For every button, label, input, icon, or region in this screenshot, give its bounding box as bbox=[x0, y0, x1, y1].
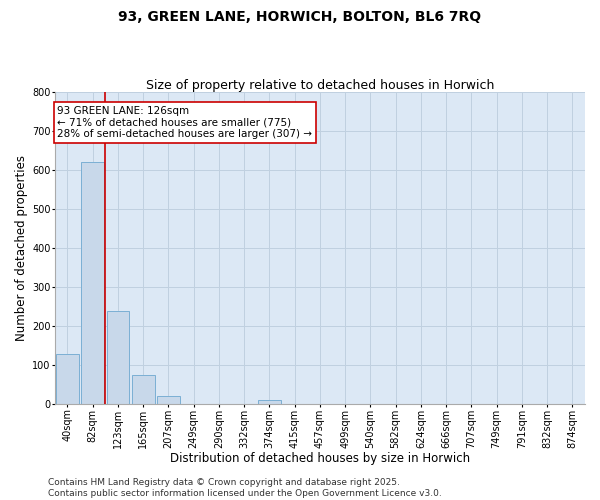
Bar bbox=[107, 310, 130, 404]
Text: 93 GREEN LANE: 126sqm
← 71% of detached houses are smaller (775)
28% of semi-det: 93 GREEN LANE: 126sqm ← 71% of detached … bbox=[58, 106, 313, 140]
Bar bbox=[82, 162, 104, 404]
Text: Contains HM Land Registry data © Crown copyright and database right 2025.
Contai: Contains HM Land Registry data © Crown c… bbox=[48, 478, 442, 498]
Bar bbox=[258, 400, 281, 404]
Bar bbox=[157, 396, 180, 404]
Bar bbox=[132, 375, 155, 404]
Title: Size of property relative to detached houses in Horwich: Size of property relative to detached ho… bbox=[146, 79, 494, 92]
X-axis label: Distribution of detached houses by size in Horwich: Distribution of detached houses by size … bbox=[170, 452, 470, 465]
Y-axis label: Number of detached properties: Number of detached properties bbox=[15, 155, 28, 341]
Text: 93, GREEN LANE, HORWICH, BOLTON, BL6 7RQ: 93, GREEN LANE, HORWICH, BOLTON, BL6 7RQ bbox=[118, 10, 482, 24]
Bar bbox=[56, 354, 79, 405]
